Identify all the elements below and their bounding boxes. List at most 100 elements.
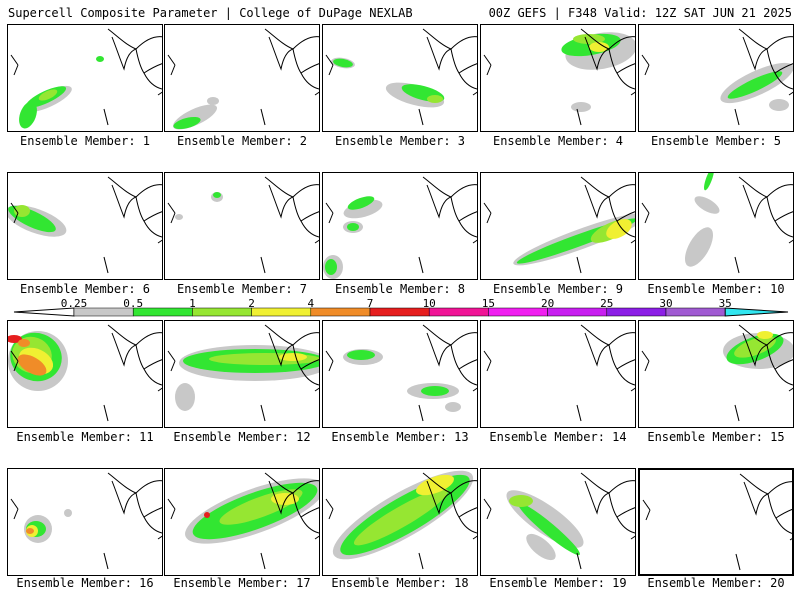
great-lakes-outline-7 xyxy=(734,108,740,126)
great-lakes-outline-5 xyxy=(483,202,492,214)
great-lakes-outline-5 xyxy=(325,54,334,66)
great-lakes-outline-3 xyxy=(300,220,319,238)
great-lakes-outline-7 xyxy=(260,552,266,570)
scale-tick-9: 25 xyxy=(600,297,614,310)
ensemble-map-18 xyxy=(322,468,478,576)
map-field-12 xyxy=(167,324,319,422)
great-lakes-outline-4 xyxy=(314,239,319,244)
great-lakes-outline-1 xyxy=(111,480,137,515)
great-lakes-outline-4 xyxy=(630,535,635,540)
great-lakes-outline-2 xyxy=(292,196,319,222)
great-lakes-outline-4 xyxy=(314,387,319,392)
member-label-14: Ensemble Member: 14 xyxy=(489,430,627,444)
scp-contour-19-2 xyxy=(509,495,533,507)
scp-contour-1-3 xyxy=(19,101,37,129)
map-field-3 xyxy=(325,28,477,126)
great-lakes-outline-0 xyxy=(107,176,162,198)
great-lakes-outline-6 xyxy=(13,360,19,372)
great-lakes-outline-5 xyxy=(167,498,176,510)
great-lakes-outline-7 xyxy=(576,108,582,126)
great-lakes-outline-4 xyxy=(630,239,635,244)
great-lakes-outline-2 xyxy=(608,344,635,370)
great-lakes-outline-1 xyxy=(426,480,452,515)
great-lakes-outline-0 xyxy=(107,472,162,494)
scp-contour-19-3 xyxy=(526,533,556,561)
map-field-8 xyxy=(323,176,477,279)
great-lakes-outline-3 xyxy=(300,516,319,534)
great-lakes-outline-2 xyxy=(450,344,477,370)
great-lakes-outline-1 xyxy=(742,184,768,219)
ensemble-map-1 xyxy=(7,24,163,132)
great-lakes-outline-1 xyxy=(111,332,137,367)
great-lakes-outline-1 xyxy=(268,184,294,219)
great-lakes-outline-1 xyxy=(742,36,768,71)
great-lakes-outline-5 xyxy=(167,202,176,214)
great-lakes-outline-6 xyxy=(328,212,334,224)
great-lakes-outline-7 xyxy=(418,552,424,570)
great-lakes-outline-0 xyxy=(738,176,793,198)
ensemble-map-12 xyxy=(164,320,320,428)
great-lakes-outline-7 xyxy=(103,552,109,570)
ensemble-map-11 xyxy=(7,320,163,428)
great-lakes-outline-4 xyxy=(314,91,319,96)
great-lakes-outline-2 xyxy=(135,492,162,518)
great-lakes-outline-1 xyxy=(743,481,769,516)
great-lakes-outline-3 xyxy=(458,72,477,90)
member-label-10: Ensemble Member: 10 xyxy=(647,282,785,296)
scp-contour-16-4 xyxy=(64,509,72,517)
great-lakes-outline-2 xyxy=(292,48,319,74)
great-lakes-outline-4 xyxy=(472,535,477,540)
scale-tick-5: 7 xyxy=(366,297,374,310)
scp-contour-15-2 xyxy=(734,336,776,358)
ensemble-map-19 xyxy=(480,468,636,576)
member-label-3: Ensemble Member: 3 xyxy=(334,134,466,148)
great-lakes-outline-0 xyxy=(422,28,477,50)
scp-contour-8-3 xyxy=(347,223,359,231)
scp-contour-13-1 xyxy=(347,350,375,360)
great-lakes-outline-3 xyxy=(616,368,635,386)
great-lakes-outline-1 xyxy=(426,332,452,367)
scale-swatch-8 xyxy=(547,307,608,317)
great-lakes-outline-4 xyxy=(630,91,635,96)
scale-swatch-2 xyxy=(192,307,252,317)
ensemble-map-10 xyxy=(638,172,794,280)
scp-contour-13-3 xyxy=(421,386,449,396)
great-lakes-outline-3 xyxy=(300,72,319,90)
scp-contour-10-0 xyxy=(685,227,713,267)
map-field-13 xyxy=(325,324,477,422)
great-lakes-outline-2 xyxy=(135,48,162,74)
scale-tick-7: 15 xyxy=(481,297,496,310)
great-lakes-outline-6 xyxy=(170,508,176,520)
great-lakes-outline-4 xyxy=(630,387,635,392)
great-lakes-outline-7 xyxy=(576,256,582,274)
member-label-11: Ensemble Member: 11 xyxy=(16,430,154,444)
scp-contour-10-1 xyxy=(704,173,714,191)
great-lakes-outline-2 xyxy=(135,196,162,222)
great-lakes-outline-3 xyxy=(458,368,477,386)
great-lakes-outline-0 xyxy=(422,324,477,346)
scp-contour-8-5 xyxy=(325,259,337,275)
ensemble-map-20 xyxy=(638,468,794,576)
ensemble-map-9 xyxy=(480,172,636,280)
great-lakes-outline-1 xyxy=(742,332,768,367)
great-lakes-outline-6 xyxy=(645,509,651,521)
great-lakes-outline-5 xyxy=(10,498,19,510)
great-lakes-outline-7 xyxy=(576,404,582,422)
ensemble-map-5 xyxy=(638,24,794,132)
member-label-16: Ensemble Member: 16 xyxy=(16,576,154,590)
member-label-1: Ensemble Member: 1 xyxy=(19,134,151,148)
scale-swatch-3 xyxy=(251,307,312,317)
scp-contour-2-2 xyxy=(207,97,219,105)
scp-contour-17-4 xyxy=(204,512,210,518)
great-lakes-outline-6 xyxy=(486,508,492,520)
map-field-4 xyxy=(483,28,635,126)
ensemble-map-13 xyxy=(322,320,478,428)
great-lakes-outline-0 xyxy=(580,324,635,346)
great-lakes-outline-3 xyxy=(616,72,635,90)
scp-contour-9-3 xyxy=(606,219,632,239)
great-lakes-outline-5 xyxy=(10,54,19,66)
great-lakes-outline-3 xyxy=(458,516,477,534)
great-lakes-outline-1 xyxy=(584,184,610,219)
great-lakes-outline-6 xyxy=(13,212,19,224)
great-lakes-outline-3 xyxy=(616,220,635,238)
